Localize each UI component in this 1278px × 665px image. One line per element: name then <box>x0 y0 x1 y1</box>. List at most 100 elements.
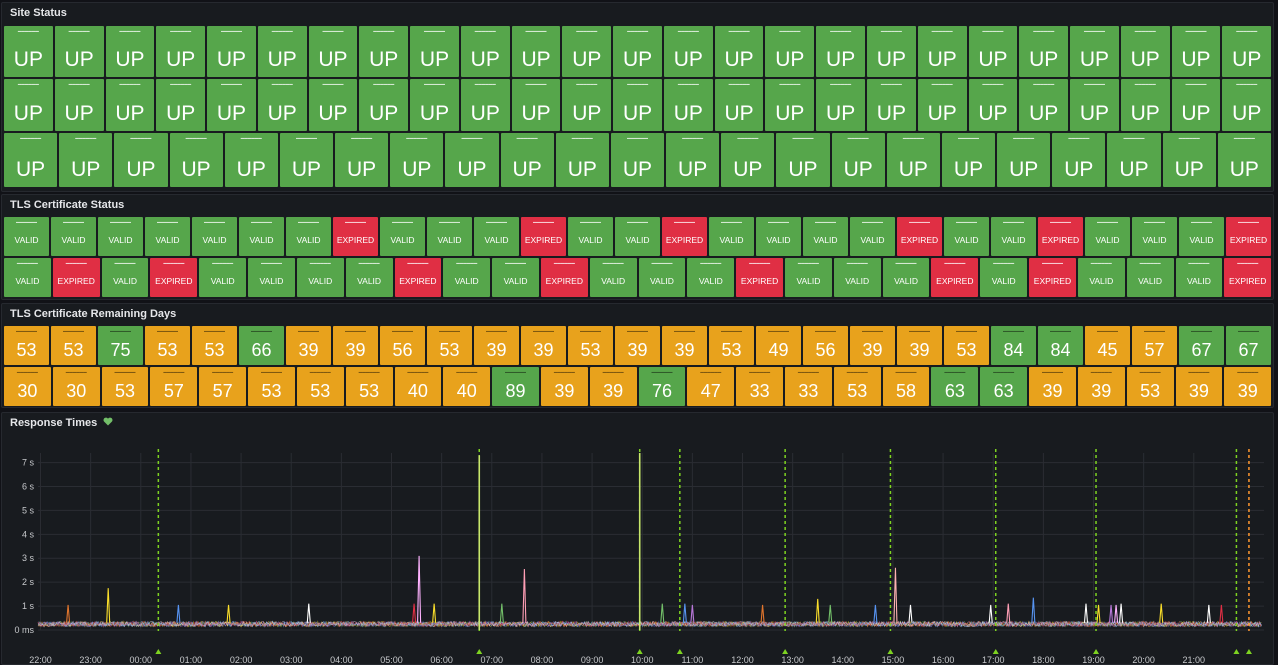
tls-status-tile[interactable]: ▬▬▬▬▬▬ VALID <box>1077 258 1125 297</box>
tls-status-tile[interactable]: ▬▬▬▬▬▬ VALID <box>709 217 754 256</box>
tls-days-tile[interactable]: ▬▬▬▬▬▬ 58 <box>882 367 930 406</box>
tls-days-tile[interactable]: ▬▬▬▬▬▬ 56 <box>803 326 848 365</box>
site-status-tile[interactable]: ▬▬▬▬▬▬ UP <box>816 26 866 77</box>
site-status-tile[interactable]: ▬▬▬▬▬▬ UP <box>714 79 764 131</box>
annotation-marker[interactable] <box>476 649 483 654</box>
tls-status-tile[interactable]: ▬▬▬▬▬▬ VALID <box>345 258 393 297</box>
tls-status-tile[interactable]: ▬▬▬▬▬▬ VALID <box>1085 217 1130 256</box>
site-status-tile[interactable]: ▬▬▬▬▬▬ UP <box>663 79 713 131</box>
site-status-tile[interactable]: ▬▬▬▬▬▬ UP <box>156 26 206 77</box>
tls-days-tile[interactable]: ▬▬▬▬▬▬ 39 <box>1029 367 1076 406</box>
site-status-tile[interactable]: ▬▬▬▬▬▬ UP <box>59 133 113 187</box>
tls-status-tile[interactable]: ▬▬▬▬▬▬ VALID <box>4 258 51 297</box>
tls-days-tile[interactable]: ▬▬▬▬▬▬ 39 <box>333 326 378 365</box>
tls-status-tile[interactable]: ▬▬▬▬▬▬ EXPIRED <box>931 258 979 297</box>
site-status-tile[interactable]: ▬▬▬▬▬▬ UP <box>1019 26 1069 77</box>
site-status-tile[interactable]: ▬▬▬▬▬▬ UP <box>335 133 389 187</box>
site-status-tile[interactable]: ▬▬▬▬▬▬ UP <box>886 133 940 187</box>
tls-days-tile[interactable]: ▬▬▬▬▬▬ 63 <box>980 367 1028 406</box>
site-status-tile[interactable]: ▬▬▬▬▬▬ UP <box>359 26 409 77</box>
tls-days-tile[interactable]: ▬▬▬▬▬▬ 30 <box>52 367 100 406</box>
site-status-tile[interactable]: ▬▬▬▬▬▬ UP <box>968 26 1018 77</box>
site-status-tile[interactable]: ▬▬▬▬▬▬ UP <box>1162 133 1216 187</box>
site-status-tile[interactable]: ▬▬▬▬▬▬ UP <box>156 79 206 131</box>
tls-days-tile[interactable]: ▬▬▬▬▬▬ 39 <box>589 367 637 406</box>
site-status-tile[interactable]: ▬▬▬▬▬▬ UP <box>765 79 815 131</box>
tls-days-tile[interactable]: ▬▬▬▬▬▬ 39 <box>1077 367 1125 406</box>
tls-status-tile[interactable]: ▬▬▬▬▬▬ VALID <box>286 217 331 256</box>
tls-days-tile[interactable]: ▬▬▬▬▬▬ 53 <box>192 326 237 365</box>
tls-status-tile[interactable]: ▬▬▬▬▬▬ VALID <box>1175 258 1223 297</box>
site-status-tile[interactable]: ▬▬▬▬▬▬ UP <box>445 133 499 187</box>
tls-days-tile[interactable]: ▬▬▬▬▬▬ 75 <box>98 326 143 365</box>
tls-days-tile[interactable]: ▬▬▬▬▬▬ 39 <box>474 326 519 365</box>
tls-status-tile[interactable]: ▬▬▬▬▬▬ EXPIRED <box>1224 258 1272 297</box>
tls-days-tile[interactable]: ▬▬▬▬▬▬ 53 <box>1126 367 1174 406</box>
tls-days-tile[interactable]: ▬▬▬▬▬▬ 39 <box>540 367 588 406</box>
site-status-tile[interactable]: ▬▬▬▬▬▬ UP <box>917 26 967 77</box>
tls-days-tile[interactable]: ▬▬▬▬▬▬ 53 <box>709 326 754 365</box>
site-status-tile[interactable]: ▬▬▬▬▬▬ UP <box>613 26 662 77</box>
tls-status-tile[interactable]: ▬▬▬▬▬▬ VALID <box>248 258 295 297</box>
tls-status-tile[interactable]: ▬▬▬▬▬▬ EXPIRED <box>150 258 198 297</box>
tls-status-tile[interactable]: ▬▬▬▬▬▬ VALID <box>756 217 801 256</box>
tls-status-tile[interactable]: ▬▬▬▬▬▬ EXPIRED <box>52 258 100 297</box>
site-status-tile[interactable]: ▬▬▬▬▬▬ UP <box>776 133 830 187</box>
site-status-tile[interactable]: ▬▬▬▬▬▬ UP <box>714 26 764 77</box>
tls-days-tile[interactable]: ▬▬▬▬▬▬ 39 <box>615 326 660 365</box>
tls-days-tile[interactable]: ▬▬▬▬▬▬ 53 <box>345 367 393 406</box>
tls-days-tile[interactable]: ▬▬▬▬▬▬ 56 <box>380 326 425 365</box>
site-status-tile[interactable]: ▬▬▬▬▬▬ UP <box>1120 26 1170 77</box>
site-status-tile[interactable]: ▬▬▬▬▬▬ UP <box>1171 26 1221 77</box>
site-status-tile[interactable]: ▬▬▬▬▬▬ UP <box>1019 79 1069 131</box>
site-status-tile[interactable]: ▬▬▬▬▬▬ UP <box>410 79 459 131</box>
site-status-tile[interactable]: ▬▬▬▬▬▬ UP <box>1070 26 1119 77</box>
site-status-tile[interactable]: ▬▬▬▬▬▬ UP <box>765 26 815 77</box>
tls-days-tile[interactable]: ▬▬▬▬▬▬ 53 <box>51 326 96 365</box>
site-status-tile[interactable]: ▬▬▬▬▬▬ UP <box>816 79 866 131</box>
tls-status-tile[interactable]: ▬▬▬▬▬▬ EXPIRED <box>394 258 442 297</box>
tls-days-tile[interactable]: ▬▬▬▬▬▬ 57 <box>1132 326 1177 365</box>
site-status-tile[interactable]: ▬▬▬▬▬▬ UP <box>4 79 53 131</box>
tls-days-tile[interactable]: ▬▬▬▬▬▬ 40 <box>443 367 491 406</box>
tls-status-tile[interactable]: ▬▬▬▬▬▬ VALID <box>427 217 472 256</box>
site-status-tile[interactable]: ▬▬▬▬▬▬ UP <box>1120 79 1170 131</box>
site-status-tile[interactable]: ▬▬▬▬▬▬ UP <box>1052 133 1106 187</box>
site-status-tile[interactable]: ▬▬▬▬▬▬ UP <box>867 79 916 131</box>
tls-status-tile[interactable]: ▬▬▬▬▬▬ VALID <box>991 217 1036 256</box>
site-status-tile[interactable]: ▬▬▬▬▬▬ UP <box>968 79 1018 131</box>
tls-days-tile[interactable]: ▬▬▬▬▬▬ 39 <box>286 326 331 365</box>
site-status-tile[interactable]: ▬▬▬▬▬▬ UP <box>207 26 256 77</box>
site-status-tile[interactable]: ▬▬▬▬▬▬ UP <box>831 133 885 187</box>
tls-status-tile[interactable]: ▬▬▬▬▬▬ EXPIRED <box>540 258 588 297</box>
site-status-tile[interactable]: ▬▬▬▬▬▬ UP <box>207 79 256 131</box>
tls-days-tile[interactable]: ▬▬▬▬▬▬ 84 <box>991 326 1036 365</box>
site-status-tile[interactable]: ▬▬▬▬▬▬ UP <box>54 79 104 131</box>
tls-status-tile[interactable]: ▬▬▬▬▬▬ VALID <box>589 258 637 297</box>
tls-status-tile[interactable]: ▬▬▬▬▬▬ VALID <box>687 258 735 297</box>
site-status-tile[interactable]: ▬▬▬▬▬▬ UP <box>1217 133 1271 187</box>
annotation-marker[interactable] <box>676 649 683 654</box>
tls-status-tile[interactable]: ▬▬▬▬▬▬ EXPIRED <box>1029 258 1076 297</box>
tls-status-tile[interactable]: ▬▬▬▬▬▬ VALID <box>568 217 613 256</box>
tls-days-tile[interactable]: ▬▬▬▬▬▬ 39 <box>662 326 707 365</box>
tls-status-tile[interactable]: ▬▬▬▬▬▬ VALID <box>1126 258 1174 297</box>
tls-status-tile[interactable]: ▬▬▬▬▬▬ VALID <box>1179 217 1224 256</box>
tls-status-tile[interactable]: ▬▬▬▬▬▬ VALID <box>980 258 1028 297</box>
site-status-tile[interactable]: ▬▬▬▬▬▬ UP <box>1171 79 1221 131</box>
site-status-tile[interactable]: ▬▬▬▬▬▬ UP <box>941 133 996 187</box>
tls-status-tile[interactable]: ▬▬▬▬▬▬ EXPIRED <box>897 217 942 256</box>
site-status-tile[interactable]: ▬▬▬▬▬▬ UP <box>224 133 278 187</box>
tls-days-tile[interactable]: ▬▬▬▬▬▬ 84 <box>1038 326 1083 365</box>
site-status-tile[interactable]: ▬▬▬▬▬▬ UP <box>666 133 720 187</box>
annotation-marker[interactable] <box>1245 649 1252 654</box>
tls-days-tile[interactable]: ▬▬▬▬▬▬ 57 <box>150 367 198 406</box>
annotation-marker[interactable] <box>992 649 999 654</box>
tls-status-tile[interactable]: ▬▬▬▬▬▬ EXPIRED <box>333 217 378 256</box>
site-status-tile[interactable]: ▬▬▬▬▬▬ UP <box>1222 26 1272 77</box>
tls-status-tile[interactable]: ▬▬▬▬▬▬ VALID <box>380 217 425 256</box>
annotation-marker[interactable] <box>887 649 894 654</box>
annotation-marker[interactable] <box>636 649 643 654</box>
tls-status-tile[interactable]: ▬▬▬▬▬▬ EXPIRED <box>1038 217 1083 256</box>
site-status-tile[interactable]: ▬▬▬▬▬▬ UP <box>562 79 612 131</box>
